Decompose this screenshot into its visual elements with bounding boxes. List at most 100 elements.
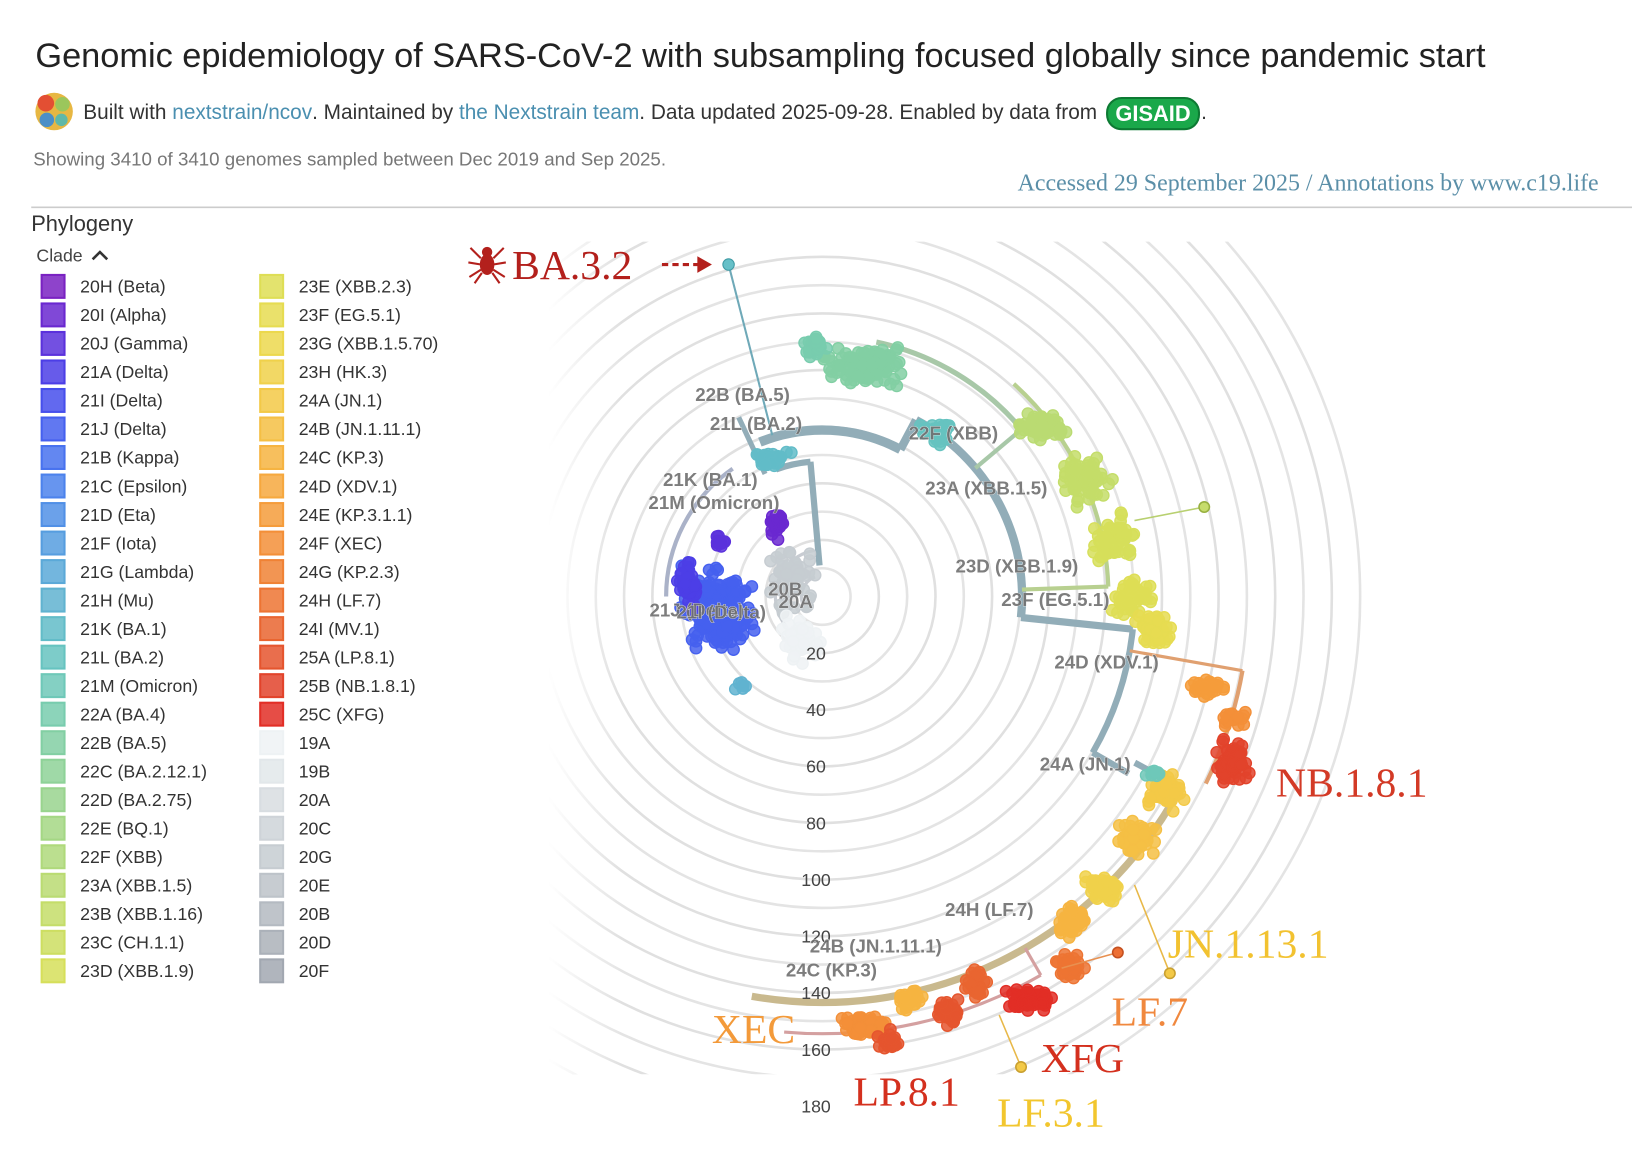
legend-swatch[interactable]	[40, 616, 66, 642]
legend-swatch[interactable]	[40, 958, 66, 984]
legend-swatch[interactable]	[40, 758, 66, 784]
legend-swatch[interactable]	[40, 901, 66, 927]
legend-swatch[interactable]	[259, 416, 285, 442]
legend-swatch[interactable]	[259, 787, 285, 813]
legend-label[interactable]: 23A (XBB.1.5)	[80, 876, 192, 896]
legend-label[interactable]: 24G (KP.2.3)	[299, 562, 400, 582]
legend-label[interactable]: 21K (BA.1)	[80, 619, 167, 639]
legend-label[interactable]: 22C (BA.2.12.1)	[80, 761, 207, 781]
legend-label[interactable]: 21M (Omicron)	[80, 676, 198, 696]
legend-label[interactable]: 20A	[299, 790, 331, 810]
color-by[interactable]: Clade	[36, 245, 82, 265]
legend-swatch[interactable]	[259, 673, 285, 699]
legend-label[interactable]: 19B	[299, 761, 330, 781]
legend-swatch[interactable]	[259, 616, 285, 642]
legend-label[interactable]: 20H (Beta)	[80, 277, 166, 297]
legend-label[interactable]: 22B (BA.5)	[80, 733, 167, 753]
legend-label[interactable]: 20G	[299, 847, 332, 867]
legend-label[interactable]: 23F (EG.5.1)	[299, 305, 401, 325]
legend-swatch[interactable]	[40, 787, 66, 813]
legend-swatch[interactable]	[259, 844, 285, 870]
legend-label[interactable]: 22F (XBB)	[80, 847, 163, 867]
legend-swatch[interactable]	[40, 587, 66, 613]
legend-label[interactable]: 24C (KP.3)	[299, 448, 384, 468]
legend-swatch[interactable]	[259, 330, 285, 356]
legend-label[interactable]: 22A (BA.4)	[80, 704, 166, 724]
collapse-caret[interactable]	[91, 250, 109, 261]
legend-swatch[interactable]	[40, 359, 66, 385]
legend-swatch[interactable]	[259, 758, 285, 784]
legend-label[interactable]: 21L (BA.2)	[80, 647, 164, 667]
legend-swatch[interactable]	[40, 445, 66, 470]
legend-label[interactable]: 21C (Epsilon)	[80, 476, 187, 496]
legend-label[interactable]: 25C (XFG)	[299, 704, 385, 724]
legend-label[interactable]: 22D (BA.2.75)	[80, 790, 192, 810]
legend-swatch[interactable]	[259, 502, 285, 528]
legend-swatch[interactable]	[40, 844, 66, 870]
legend-label[interactable]: 21B (Kappa)	[80, 448, 179, 468]
legend-label[interactable]: 21H (Mu)	[80, 590, 154, 610]
legend-label[interactable]: 21J (Delta)	[80, 419, 167, 439]
legend-swatch[interactable]	[40, 302, 66, 328]
legend-swatch[interactable]	[259, 530, 285, 556]
legend-label[interactable]: 20J (Gamma)	[80, 334, 188, 354]
legend-label[interactable]: 20C	[299, 818, 332, 838]
legend-label[interactable]: 24H (LF.7)	[299, 590, 382, 610]
legend-label[interactable]: 22E (BQ.1)	[80, 818, 168, 838]
legend-label[interactable]: 20F	[299, 961, 330, 981]
legend-swatch[interactable]	[40, 559, 66, 585]
legend-label[interactable]: 24D (XDV.1)	[299, 476, 398, 496]
legend-swatch[interactable]	[40, 473, 66, 499]
legend-swatch[interactable]	[259, 587, 285, 613]
team-link[interactable]: the Nextstrain team	[459, 101, 639, 124]
legend-swatch[interactable]	[259, 273, 285, 299]
legend-swatch[interactable]	[40, 815, 66, 841]
legend-label[interactable]: 20E	[299, 876, 331, 896]
legend-swatch[interactable]	[40, 673, 66, 699]
repo-link[interactable]: nextstrain/ncov	[172, 101, 312, 124]
legend-label[interactable]: 23C (CH.1.1)	[80, 933, 184, 953]
gisaid-label[interactable]: GISAID	[1115, 101, 1190, 126]
legend-swatch[interactable]	[40, 416, 66, 442]
legend-swatch[interactable]	[259, 445, 285, 470]
legend-label[interactable]: 21F (Iota)	[80, 533, 157, 553]
legend-label[interactable]: 23D (XBB.1.9)	[80, 961, 194, 981]
legend-label[interactable]: 25B (NB.1.8.1)	[299, 676, 416, 696]
legend-label[interactable]: 24B (JN.1.11.1)	[299, 419, 422, 439]
legend-swatch[interactable]	[259, 929, 285, 955]
legend-label[interactable]: 20I (Alpha)	[80, 305, 167, 325]
gisaid-badge[interactable]: GISAID	[1106, 96, 1201, 131]
legend-label[interactable]: 21I (Delta)	[80, 391, 163, 411]
legend-label[interactable]: 24F (XEC)	[299, 533, 383, 553]
legend-label[interactable]: 20D	[299, 933, 331, 953]
legend-label[interactable]: 23H (HK.3)	[299, 362, 387, 382]
legend-label[interactable]: 23B (XBB.1.16)	[80, 904, 203, 924]
legend-swatch[interactable]	[40, 872, 66, 898]
legend-label[interactable]: 20B	[299, 904, 330, 924]
legend-swatch[interactable]	[40, 701, 66, 727]
legend-swatch[interactable]	[40, 644, 66, 670]
legend-label[interactable]: 21G (Lambda)	[80, 562, 194, 582]
legend-label[interactable]: 24I (MV.1)	[299, 619, 380, 639]
legend-swatch[interactable]	[40, 387, 66, 413]
legend-label[interactable]: 23G (XBB.1.5.70)	[299, 334, 439, 354]
legend-swatch[interactable]	[259, 958, 285, 984]
legend-swatch[interactable]	[40, 273, 66, 299]
legend-swatch[interactable]	[259, 872, 285, 898]
legend-swatch[interactable]	[40, 502, 66, 528]
legend-label[interactable]: 25A (LP.8.1)	[299, 647, 395, 667]
legend-swatch[interactable]	[259, 644, 285, 670]
legend-swatch[interactable]	[259, 473, 285, 499]
legend-label[interactable]: 24A (JN.1)	[299, 391, 383, 411]
legend-label[interactable]: 19A	[299, 733, 331, 753]
legend-swatch[interactable]	[40, 929, 66, 955]
legend-swatch[interactable]	[259, 901, 285, 927]
legend-swatch[interactable]	[259, 730, 285, 756]
legend-swatch[interactable]	[259, 302, 285, 328]
legend-swatch[interactable]	[259, 559, 285, 585]
legend-swatch[interactable]	[259, 815, 285, 841]
legend-label[interactable]: 24E (KP.3.1.1)	[299, 505, 413, 525]
legend-label[interactable]: 21D (Eta)	[80, 505, 156, 525]
legend-swatch[interactable]	[259, 387, 285, 413]
legend-label[interactable]: 21A (Delta)	[80, 362, 168, 382]
